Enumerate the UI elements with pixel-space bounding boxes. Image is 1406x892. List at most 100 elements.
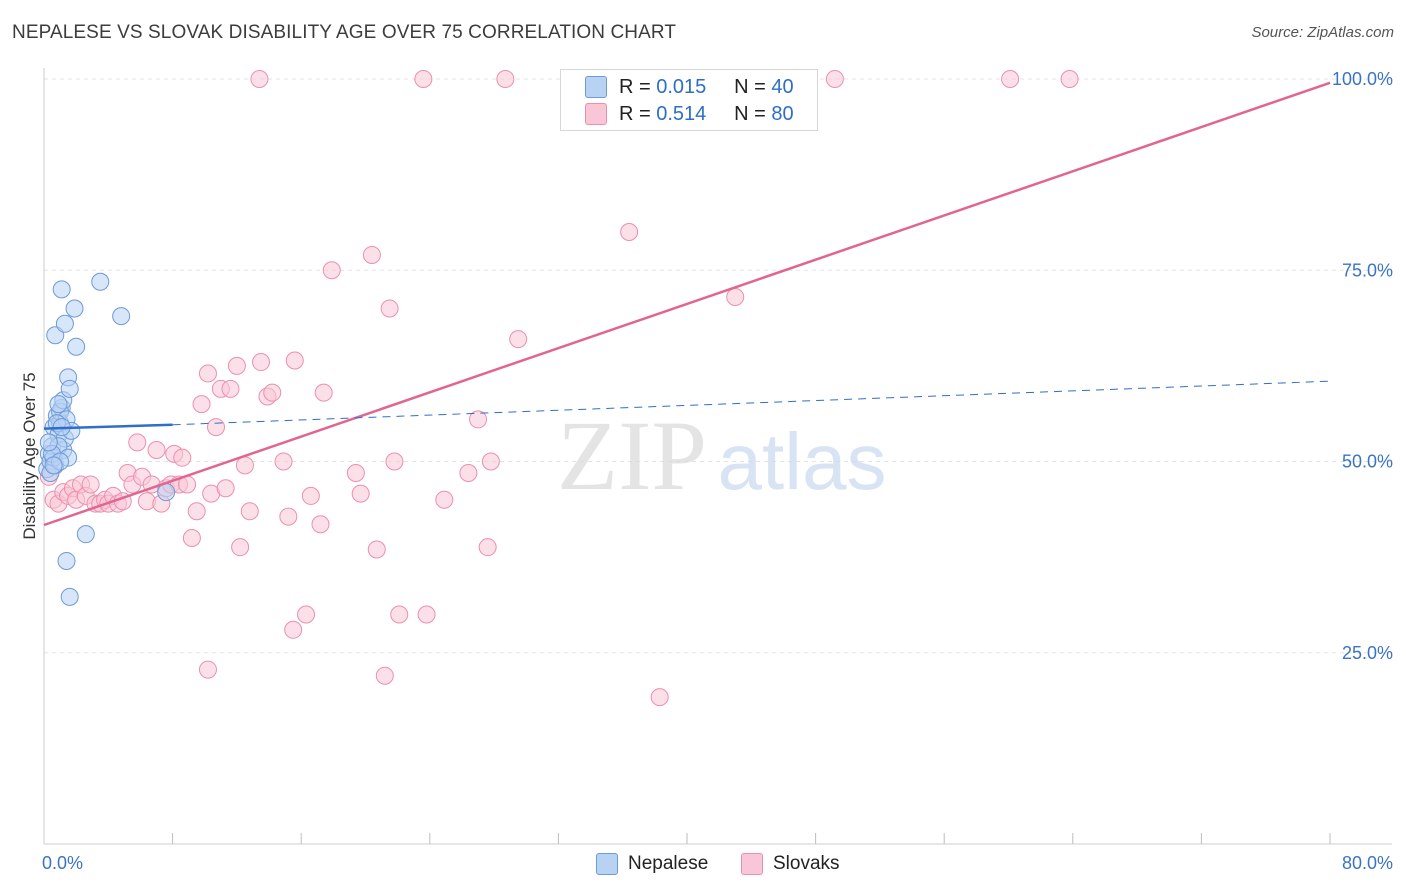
slovaks-point (496, 70, 515, 88)
slovaks-point (417, 605, 436, 624)
nepalese-point (67, 337, 86, 356)
slovaks-point (285, 351, 304, 370)
slovaks-point (380, 299, 399, 318)
labels-layer: 25.0% 50.0% 75.0% 100.0% 0.0% 80.0% Disability… (20, 69, 1393, 873)
r-label: R = (619, 75, 651, 98)
slovaks-point (240, 502, 259, 521)
bottom-legend: Nepalese Slovaks (0, 851, 1406, 877)
legend-item-nepalese[interactable]: Nepalese (596, 851, 708, 877)
y-tick-label: 100.0% (1332, 69, 1393, 89)
slovaks-point (390, 605, 409, 624)
nepalese-point (49, 395, 68, 414)
slovaks-point (147, 441, 166, 460)
x-tick-label: 0.0% (42, 853, 83, 873)
slovaks-point (216, 479, 235, 498)
slovaks-point (279, 507, 298, 526)
slovaks-point (284, 620, 303, 639)
nepalese-point (52, 280, 71, 299)
slovaks-point (297, 605, 316, 624)
slovaks-point (322, 261, 341, 280)
slovaks-point (1060, 70, 1079, 88)
slovaks-point (1001, 70, 1020, 88)
watermark: ZIP atlas (557, 400, 886, 511)
slovaks-swatch (741, 853, 763, 875)
chart-source: Source: ZipAtlas.com (1251, 24, 1394, 41)
nepalese-point (46, 326, 65, 345)
nepalese-point (44, 456, 63, 475)
grid-layer (44, 78, 1392, 654)
slovaks-point (235, 456, 254, 475)
nepalese-point (65, 299, 84, 318)
slovaks-point (650, 688, 669, 707)
watermark-atlas: atlas (718, 417, 887, 506)
nepalese-trendline (43, 423, 173, 430)
legend-item-slovaks[interactable]: Slovaks (741, 851, 840, 877)
slovaks-point (274, 452, 293, 471)
slovaks-point (250, 70, 269, 88)
slovaks-point (481, 452, 500, 471)
slovaks-trendline (43, 81, 1331, 527)
slovaks-point (726, 288, 745, 307)
nepalese-point (60, 587, 79, 606)
slovaks-point (385, 452, 404, 471)
chart-title: NEPALESE VS SLOVAK DISABILITY AGE OVER 7… (12, 22, 677, 43)
slovaks-point (509, 330, 528, 349)
nepalese-point (91, 272, 110, 291)
nepalese-point (57, 551, 76, 570)
nepalese-swatch (596, 853, 618, 875)
slovaks-point (346, 463, 365, 482)
slovaks-point (173, 448, 192, 467)
y-tick-label: 50.0% (1342, 452, 1393, 472)
slovaks-point (362, 245, 381, 264)
slovaks-point (375, 666, 394, 685)
slovaks-point (351, 484, 370, 503)
slovaks-point (128, 433, 147, 452)
slovaks-point (207, 418, 226, 437)
slovaks-point (198, 364, 217, 383)
stats-legend-box: R = 0.015 N = 40 R = 0.514 N = 80 (560, 69, 818, 131)
slovaks-point (227, 356, 246, 375)
nepalese-trendline-extension (172, 380, 1331, 426)
trend-layer (43, 81, 1331, 527)
slovaks-point (252, 353, 271, 372)
nepalese-point (55, 314, 74, 333)
slovaks-point (187, 502, 206, 521)
n-value: 80 (771, 102, 794, 125)
slovaks-point (301, 486, 320, 505)
nepalese-point (76, 525, 95, 544)
slovaks-point (469, 410, 488, 429)
legend-label-slovaks: Slovaks (773, 853, 840, 874)
slovaks-point (311, 515, 330, 534)
nepalese-swatch (585, 76, 607, 98)
slovaks-point (825, 70, 844, 88)
slovaks-point (435, 490, 454, 509)
r-value: 0.015 (656, 75, 707, 98)
slovaks-point (231, 538, 250, 557)
slovaks-point (182, 529, 201, 547)
slovaks-point (198, 660, 217, 679)
n-label: N = (734, 75, 766, 98)
y-tick-label: 75.0% (1342, 260, 1393, 280)
slovaks-point (478, 538, 497, 557)
slovaks-point (459, 463, 478, 482)
r-label: R = (619, 102, 651, 125)
slovaks-point (367, 540, 386, 559)
slovaks-point (620, 223, 639, 241)
y-tick-label: 25.0% (1342, 643, 1393, 663)
points-layer (38, 70, 1079, 707)
slovaks-point (314, 383, 333, 402)
r-value: 0.514 (656, 102, 707, 125)
slovaks-point (221, 379, 240, 398)
slovaks-point (192, 395, 211, 414)
slovaks-swatch (585, 103, 607, 125)
n-value: 40 (771, 75, 794, 98)
slovaks-point (263, 383, 282, 402)
watermark-zip: ZIP (557, 400, 707, 511)
nepalese-point (60, 379, 79, 398)
slovaks-point (414, 70, 433, 88)
n-label: N = (734, 102, 766, 125)
slovaks-point (81, 475, 100, 494)
x-tick-label: 80.0% (1342, 853, 1393, 873)
nepalese-point (39, 433, 58, 452)
